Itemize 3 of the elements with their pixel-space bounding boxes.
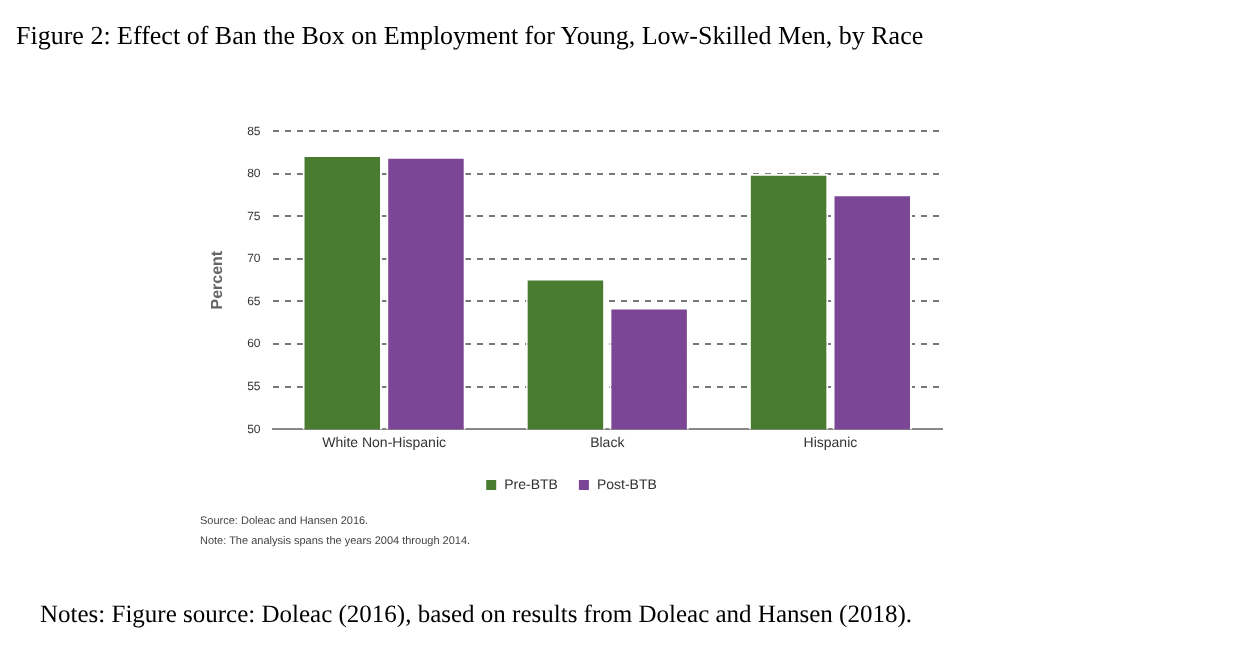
text: Notes: Figure source: Doleac (2016), based on results from Doleac and Hansen (2018). bbox=[40, 600, 912, 630]
y-axis-title: Percent bbox=[208, 250, 227, 310]
chart-title: Figure 2: Effect of Ban the Box on Employment for Young, Low-Skilled Men, by Race bbox=[16, 20, 924, 52]
